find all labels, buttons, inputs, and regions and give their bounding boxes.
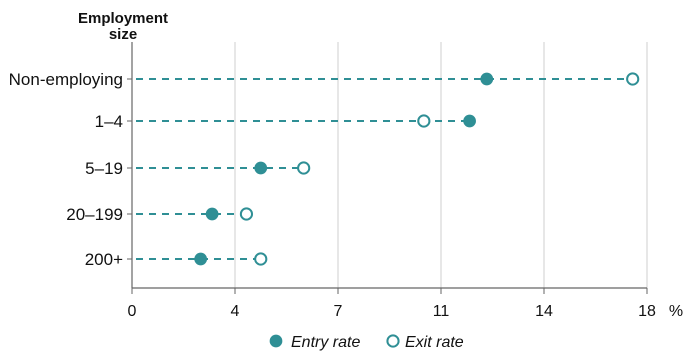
legend-exit-rate-label: Exit rate — [405, 334, 464, 351]
x-tick-label-0: 0 — [128, 303, 137, 320]
labels: 0 4 7 11 14 18 % Employment size Non-employing 1–4… — [9, 10, 683, 320]
legend: Entry rate Exit rate — [269, 334, 464, 351]
y-axis-title-line: Employment — [78, 10, 168, 27]
x-tick-label-7: 7 — [334, 303, 343, 320]
category-label: 20–199 — [66, 205, 123, 224]
entry-rate-point — [463, 114, 476, 128]
gridlines — [234, 42, 648, 288]
x-tick-label-14: 14 — [535, 303, 553, 320]
category-label: 1–4 — [95, 112, 123, 131]
legend-exit-rate-marker — [386, 334, 400, 348]
legend-entry-rate-label: Entry rate — [291, 334, 360, 351]
legend-entry-rate-marker — [269, 334, 283, 348]
exit-rate-point — [626, 72, 640, 86]
exit-rate-point — [239, 207, 254, 221]
x-tick-label-18: 18 — [638, 303, 656, 320]
exit-rate-point — [297, 161, 311, 175]
category-label: Non-employing — [9, 70, 123, 89]
series-layer — [136, 72, 640, 266]
entry-rate-point — [480, 72, 494, 86]
axes — [127, 42, 648, 294]
exit-rate-point — [417, 114, 431, 128]
x-tick-label-11: 11 — [433, 303, 450, 320]
category-label: 5–19 — [85, 159, 123, 178]
x-tick-label-4: 4 — [231, 303, 240, 320]
entry-rate-point — [254, 161, 268, 175]
category-label: 200+ — [85, 250, 123, 269]
x-axis-unit-label: % — [669, 303, 683, 320]
entry-rate-point — [205, 207, 219, 221]
y-axis-title-line: size — [109, 26, 137, 43]
exit-rate-point — [254, 252, 268, 266]
y-axis-title: Employment size — [78, 10, 168, 43]
entry-rate-point — [194, 252, 208, 266]
